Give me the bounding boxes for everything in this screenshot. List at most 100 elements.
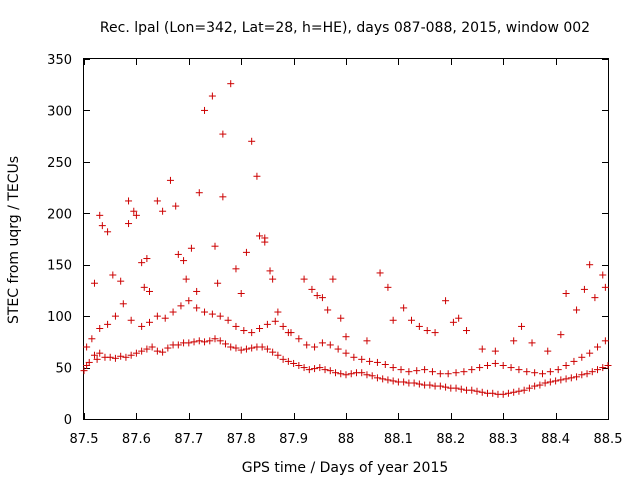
data-point — [216, 312, 224, 320]
data-point — [599, 271, 607, 279]
data-point — [455, 314, 463, 322]
data-point — [491, 347, 499, 355]
data-point — [507, 364, 515, 372]
data-point — [342, 349, 350, 357]
data-point — [90, 351, 98, 359]
data-point — [554, 366, 562, 374]
data-point — [326, 367, 334, 375]
data-point — [93, 355, 101, 363]
data-point — [368, 372, 376, 380]
data-point — [431, 329, 439, 337]
data-point — [478, 345, 486, 353]
data-point — [478, 388, 486, 396]
data-point — [248, 137, 256, 145]
data-point — [515, 387, 523, 395]
data-point — [389, 316, 397, 324]
data-point — [195, 337, 203, 345]
data-point — [201, 338, 209, 346]
data-point — [269, 275, 277, 283]
data-point — [463, 327, 471, 335]
data-point — [384, 376, 392, 384]
data-point — [601, 283, 609, 291]
data-point — [104, 228, 112, 236]
y-tick-label: 150 — [47, 259, 72, 274]
data-point — [536, 381, 544, 389]
data-point — [337, 370, 345, 378]
data-point — [279, 322, 287, 330]
data-point — [518, 322, 526, 330]
data-point — [279, 355, 287, 363]
data-point — [510, 337, 518, 345]
data-point — [324, 306, 332, 314]
data-point — [300, 275, 308, 283]
data-point — [125, 197, 133, 205]
data-point — [269, 348, 277, 356]
data-point — [311, 365, 319, 373]
data-point — [363, 371, 371, 379]
data-point — [240, 327, 248, 335]
data-point — [601, 337, 609, 345]
data-point — [562, 362, 570, 370]
data-point — [366, 357, 374, 365]
data-point — [266, 267, 274, 275]
data-point — [504, 389, 512, 397]
data-point — [180, 257, 188, 265]
data-point — [400, 304, 408, 312]
data-point — [318, 339, 326, 347]
data-point — [232, 322, 240, 330]
data-point — [83, 343, 91, 351]
data-point — [452, 384, 460, 392]
y-tick-label: 350 — [47, 53, 72, 68]
x-tick-label: 88.1 — [384, 432, 413, 447]
data-point — [523, 368, 531, 376]
data-point — [106, 353, 114, 361]
data-point — [305, 366, 313, 374]
data-point — [169, 308, 177, 316]
data-point — [284, 357, 292, 365]
data-point — [185, 297, 193, 305]
data-point — [557, 331, 565, 339]
data-point — [381, 360, 389, 368]
data-point — [531, 382, 539, 390]
data-point — [321, 366, 329, 374]
data-point — [452, 369, 460, 377]
data-point — [208, 310, 216, 318]
data-point — [143, 255, 151, 263]
data-point — [256, 232, 264, 240]
data-point — [541, 379, 549, 387]
x-tick-label: 87.8 — [227, 432, 256, 447]
chart-title: Rec. lpal (Lon=342, Lat=28, h=HE), days … — [100, 20, 590, 36]
y-tick-label: 200 — [47, 207, 72, 222]
x-tick-label: 88.2 — [436, 432, 465, 447]
data-point — [546, 368, 554, 376]
data-point — [358, 355, 366, 363]
data-point — [397, 366, 405, 374]
data-point — [415, 322, 423, 330]
data-point — [127, 316, 135, 324]
data-point — [580, 285, 588, 293]
data-point — [132, 211, 140, 219]
data-point — [457, 385, 465, 393]
data-point — [468, 386, 476, 394]
data-point — [119, 300, 127, 308]
data-point — [193, 304, 201, 312]
data-point — [261, 234, 269, 242]
data-point — [284, 329, 292, 337]
data-point — [531, 369, 539, 377]
data-point — [491, 359, 499, 367]
data-point — [253, 172, 261, 180]
x-tick-label: 88.4 — [541, 432, 570, 447]
data-point — [117, 277, 125, 285]
x-axis-ticks: 87.5 87.6 87.7 87.8 87.9 88 88.1 88.2 88.3 88.4 88… — [70, 59, 622, 447]
data-point — [224, 316, 232, 324]
data-point — [130, 207, 138, 215]
data-point — [263, 320, 271, 328]
data-point — [588, 368, 596, 376]
data-point — [408, 316, 415, 324]
data-point — [510, 388, 518, 396]
data-point — [415, 380, 423, 388]
data-point — [201, 308, 209, 316]
data-point — [85, 358, 93, 366]
x-tick-label: 88 — [338, 432, 355, 447]
data-point — [111, 354, 119, 362]
